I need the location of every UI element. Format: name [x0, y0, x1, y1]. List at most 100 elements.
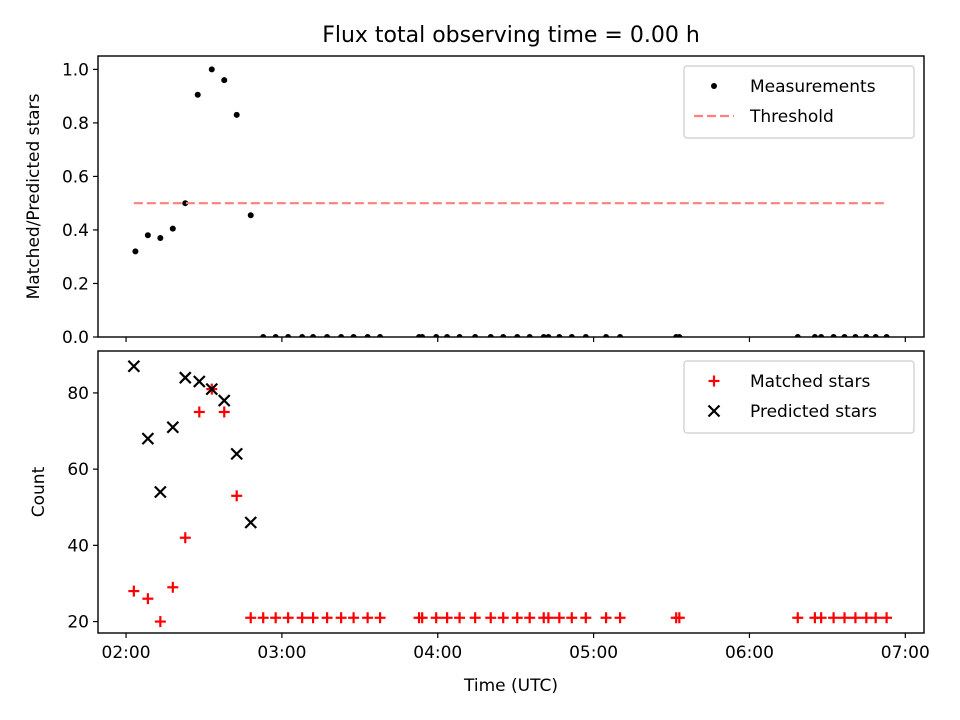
- data-point: [454, 612, 466, 624]
- data-point: [545, 334, 552, 337]
- data-point: [860, 612, 872, 624]
- data-point: [169, 225, 176, 232]
- data-point: [556, 334, 563, 337]
- data-point: [299, 334, 306, 337]
- data-point: [324, 334, 331, 337]
- top-panel: 0.0 0.2 0.4 0.6 0.8 1.0 Matched/Predicted star…: [24, 55, 925, 348]
- legend-marker: [707, 404, 721, 418]
- data-point: [526, 334, 533, 337]
- axes-frame: [97, 55, 925, 338]
- legend-frame: [683, 65, 915, 139]
- data-point: [141, 432, 155, 445]
- data-point: [416, 612, 428, 624]
- data-point: [307, 612, 319, 624]
- data-point: [872, 334, 879, 337]
- data-point: [231, 490, 243, 502]
- data-point: [511, 612, 523, 624]
- y-tick-label: 1.0: [62, 60, 89, 80]
- data-point: [676, 334, 683, 337]
- y-axis-label: Matched/Predicted stars: [24, 93, 44, 299]
- data-point: [881, 612, 893, 624]
- legend-marker: [711, 83, 717, 89]
- data-point: [582, 334, 589, 337]
- data-point: [285, 334, 292, 337]
- x-tick-label: 07:00: [881, 643, 930, 663]
- data-point: [794, 334, 801, 337]
- data-point: [338, 334, 345, 337]
- legend-marker: [708, 375, 720, 387]
- data-point: [377, 334, 384, 337]
- data-point: [233, 111, 240, 118]
- data-point: [221, 77, 228, 84]
- data-point: [614, 612, 626, 624]
- legend-label: Threshold: [749, 107, 834, 127]
- data-point: [566, 612, 578, 624]
- data-point: [673, 612, 685, 624]
- data-point: [568, 334, 575, 337]
- plot-area: [127, 359, 893, 628]
- data-point: [194, 91, 201, 98]
- data-point: [296, 612, 308, 624]
- data-point: [553, 612, 565, 624]
- x-axis-label: Time (UTC): [463, 676, 558, 696]
- data-point: [419, 334, 426, 337]
- figure-title: Flux total observing time = 0.00 h: [322, 23, 700, 48]
- data-point: [128, 585, 140, 597]
- y-axis-label: Count: [29, 466, 49, 517]
- data-point: [441, 612, 453, 624]
- data-point: [321, 612, 333, 624]
- data-point: [600, 612, 612, 624]
- data-point: [182, 200, 189, 207]
- legend-label: Predicted stars: [750, 402, 877, 422]
- data-point: [132, 248, 139, 255]
- data-point: [245, 612, 257, 624]
- data-point: [193, 406, 205, 418]
- data-point: [154, 616, 166, 628]
- y-tick-label: 0.2: [62, 274, 89, 294]
- data-point: [524, 612, 536, 624]
- data-point: [218, 406, 230, 418]
- data-point: [792, 612, 804, 624]
- data-point: [603, 334, 610, 337]
- data-point: [852, 334, 859, 337]
- data-point: [580, 612, 592, 624]
- x-tick-label: 04:00: [413, 643, 462, 663]
- data-point: [154, 485, 167, 499]
- data-point: [208, 66, 215, 73]
- data-point: [157, 234, 164, 241]
- data-point: [487, 334, 494, 337]
- data-point: [883, 334, 890, 337]
- data-point: [374, 612, 386, 624]
- data-point: [167, 581, 179, 593]
- data-point: [178, 371, 192, 384]
- data-point: [142, 593, 154, 605]
- data-point: [485, 612, 497, 624]
- data-point: [230, 447, 243, 461]
- data-point: [500, 334, 507, 337]
- data-point: [244, 516, 258, 529]
- data-point: [870, 612, 882, 624]
- y-tick-label: 0.4: [62, 221, 89, 241]
- data-point: [335, 612, 347, 624]
- data-point: [144, 232, 151, 239]
- data-point: [260, 334, 267, 337]
- y-tick-label: 0.8: [62, 114, 89, 134]
- data-point: [444, 334, 451, 337]
- data-point: [811, 334, 818, 337]
- bottom-panel: 20 40 60 80 02:00 03:00 04:00 05:00 06:00 07:00 Co…: [29, 350, 930, 696]
- data-point: [818, 334, 825, 337]
- x-tick-label: 02:00: [102, 643, 151, 663]
- y-tick-label: 40: [67, 536, 89, 556]
- legend-label: Measurements: [750, 77, 876, 97]
- y-tick-label: 20: [67, 613, 89, 633]
- data-point: [205, 382, 219, 396]
- legend-frame: [683, 360, 915, 434]
- data-point: [469, 612, 481, 624]
- data-point: [217, 394, 231, 407]
- data-point: [350, 334, 357, 337]
- x-tick-label: 05:00: [569, 643, 618, 663]
- data-point: [841, 334, 848, 337]
- data-point: [542, 612, 554, 624]
- y-tick-label: 0.0: [62, 328, 89, 348]
- data-point: [127, 359, 141, 373]
